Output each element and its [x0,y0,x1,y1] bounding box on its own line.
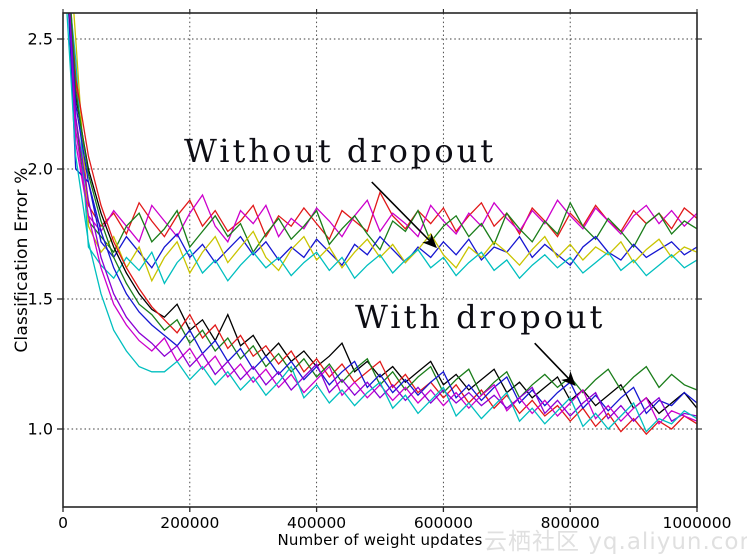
x-tick-label: 0 [58,514,68,532]
y-tick-label: 1.5 [28,290,53,309]
series-line-with-dropout-red [70,13,697,436]
series-line-without-dropout-magenta [68,13,697,244]
series-line-with-dropout-green [70,13,697,399]
y-axis-label: Classification Error % [12,167,32,353]
series-line-with-dropout-cyan [66,13,697,433]
series-line-without-dropout-cyan [70,13,697,285]
series-line-with-dropout-blue [69,13,697,415]
series-line-without-dropout-green [68,13,697,254]
x-tick-label: 800000 [541,514,600,532]
series-group [66,13,697,436]
series-line-without-dropout-red [70,13,697,241]
x-tick-label: 200000 [160,514,219,532]
series-line-without-dropout-yellow [73,13,697,283]
annotation-arrow [371,181,437,249]
y-tick-label: 2.5 [28,30,53,49]
x-tick-label: 1000000 [662,514,731,532]
series-line-with-dropout-magenta [69,13,697,425]
annotation-without-dropout: Without dropout [183,131,497,170]
y-tick-label: 2.0 [28,160,53,179]
series-line-with-dropout-violet [69,13,697,423]
annotation-arrow [534,342,576,386]
plot-border [62,12,698,508]
series-line-with-dropout-black [68,13,697,415]
series-line-without-dropout-blue [68,13,697,269]
watermark: 云栖社区 yq.aliyun.com [484,529,747,555]
x-tick-label: 400000 [287,514,346,532]
annotation-with-dropout: With dropout [354,298,606,337]
x-axis-label: Number of weight updates [277,531,483,549]
y-tick-label: 1.0 [28,420,53,439]
x-tick-label: 600000 [414,514,473,532]
